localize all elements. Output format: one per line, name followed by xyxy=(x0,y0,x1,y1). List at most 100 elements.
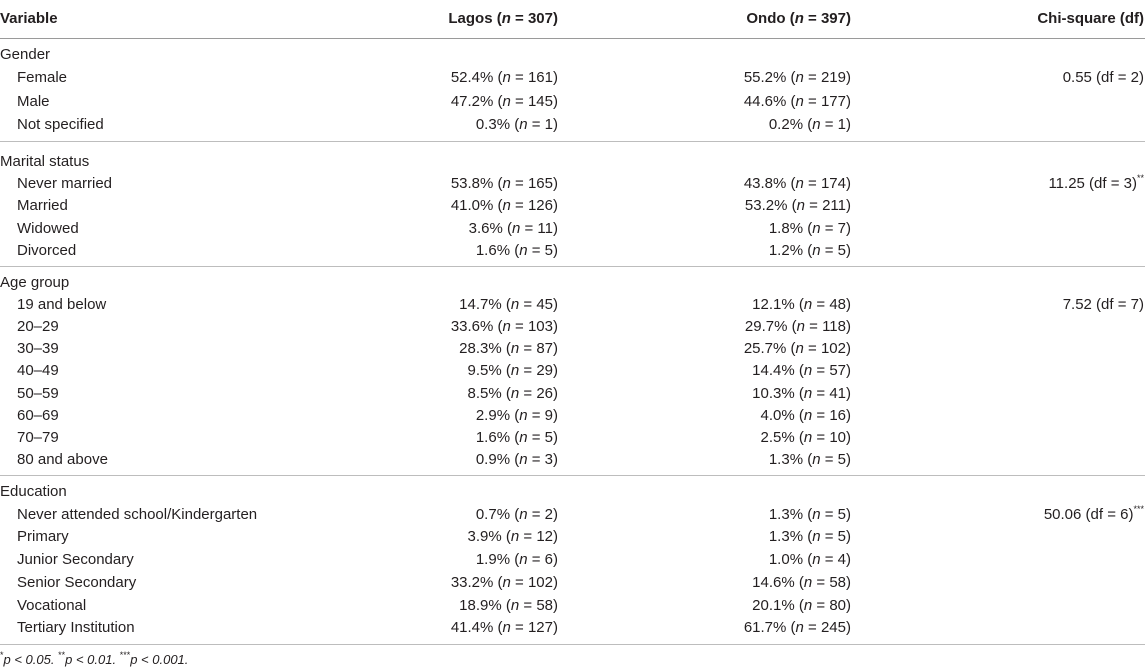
row-label: Never married xyxy=(17,175,113,193)
row-label: 19 and below xyxy=(17,296,107,314)
lagos-value: 3.9% (n = 12) xyxy=(467,528,559,546)
lagos-value: 0.3% (n = 1) xyxy=(475,115,558,133)
row-label: Divorced xyxy=(17,241,77,259)
section-title: Education xyxy=(0,483,67,500)
ondo-value: 1.3% (n = 5) xyxy=(768,505,851,523)
section-1: Marital status Never married 53.8% (n = 16… xyxy=(0,147,1145,267)
section-title: Marital status xyxy=(0,153,90,170)
section-title: Age group xyxy=(0,274,70,291)
table-row: Senior Secondary 33.2% (n = 102) 14.6% (n … xyxy=(0,572,1145,595)
ondo-value: 20.1% (n = 80) xyxy=(752,596,851,614)
table-row: 80 and above 0.9% (n = 3) 1.3% (n = 5) xyxy=(0,449,1145,471)
chi-square-value: 0.55 (df = 2) xyxy=(1062,69,1144,87)
lagos-value: 18.9% (n = 58) xyxy=(459,596,558,614)
ondo-value: 1.3% (n = 5) xyxy=(768,450,851,468)
ondo-value: 1.3% (n = 5) xyxy=(768,528,851,546)
ondo-value: 4.0% (n = 16) xyxy=(760,406,852,424)
table-row: Never attended school/Kindergarten 0.7% (… xyxy=(0,504,1145,527)
lagos-value: 33.6% (n = 103) xyxy=(450,318,558,336)
chi-square-value: 7.52 (df = 7) xyxy=(1062,296,1144,314)
row-label: 20–29 xyxy=(17,318,59,336)
table-row: Primary 3.9% (n = 12) 1.3% (n = 5) xyxy=(0,526,1145,549)
table-row: 70–79 1.6% (n = 5) 2.5% (n = 10) xyxy=(0,427,1145,449)
lagos-value: 33.2% (n = 102) xyxy=(450,573,558,591)
lagos-value: 47.2% (n = 145) xyxy=(450,92,558,110)
ondo-value: 0.2% (n = 1) xyxy=(768,115,851,133)
section-title-row: Age group xyxy=(0,272,1145,294)
ondo-value: 1.2% (n = 5) xyxy=(768,241,851,259)
ondo-value: 55.2% (n = 219) xyxy=(743,69,851,87)
row-label: Vocational xyxy=(17,596,87,614)
section-0: Gender Female 52.4% (n = 161) 55.2% (n = 21… xyxy=(0,40,1145,142)
ondo-value: 10.3% (n = 41) xyxy=(752,384,851,402)
ondo-value: 14.6% (n = 58) xyxy=(752,573,851,591)
lagos-value: 9.5% (n = 29) xyxy=(467,362,559,380)
lagos-value: 1.9% (n = 6) xyxy=(475,551,558,569)
header-chi-square: Chi-square (df) xyxy=(1037,10,1144,27)
chi-square-value: 50.06 (df = 6)*** xyxy=(1043,503,1144,523)
table-row: 19 and below 14.7% (n = 45) 12.1% (n = 48)… xyxy=(0,294,1145,316)
table-row: Tertiary Institution 41.4% (n = 127) 61.7%… xyxy=(0,617,1145,640)
table-row: Never married 53.8% (n = 165) 43.8% (n = 1… xyxy=(0,173,1145,195)
lagos-value: 41.4% (n = 127) xyxy=(450,619,558,637)
row-label: 50–59 xyxy=(17,384,59,402)
table-row: 50–59 8.5% (n = 26) 10.3% (n = 41) xyxy=(0,383,1145,405)
table-row: Married 41.0% (n = 126) 53.2% (n = 211) xyxy=(0,195,1145,217)
ondo-value: 43.8% (n = 174) xyxy=(743,175,851,193)
ondo-value: 29.7% (n = 118) xyxy=(744,318,851,336)
table-row: Male 47.2% (n = 145) 44.6% (n = 177) xyxy=(0,91,1145,114)
row-label: Never attended school/Kindergarten xyxy=(17,505,258,523)
row-label: Female xyxy=(17,69,68,87)
section-title-row: Education xyxy=(0,481,1145,504)
row-label: Male xyxy=(17,92,50,110)
table-row: 40–49 9.5% (n = 29) 14.4% (n = 57) xyxy=(0,360,1145,382)
table-row: Not specified 0.3% (n = 1) 0.2% (n = 1) xyxy=(0,114,1145,137)
row-label: 40–49 xyxy=(17,362,59,380)
lagos-value: 0.9% (n = 3) xyxy=(475,450,558,468)
row-label: 30–39 xyxy=(17,340,59,358)
header-ondo: Ondo (n = 397) xyxy=(746,10,851,27)
table-row: Vocational 18.9% (n = 58) 20.1% (n = 80) xyxy=(0,595,1145,618)
ondo-value: 14.4% (n = 57) xyxy=(752,362,851,380)
row-label: Not specified xyxy=(17,115,104,133)
lagos-value: 2.9% (n = 9) xyxy=(475,406,558,424)
section-2: Age group 19 and below 14.7% (n = 45) 12.1%… xyxy=(0,268,1145,476)
section-3: Education Never attended school/Kindergar… xyxy=(0,477,1145,645)
lagos-value: 8.5% (n = 26) xyxy=(467,384,559,402)
row-label: Junior Secondary xyxy=(17,551,134,569)
ondo-value: 25.7% (n = 102) xyxy=(743,340,851,358)
header-variable: Variable xyxy=(0,10,58,27)
lagos-value: 1.6% (n = 5) xyxy=(475,241,558,259)
table-header: Variable Lagos (n = 307) Ondo (n = 397) … xyxy=(0,0,1145,39)
row-label: 80 and above xyxy=(17,450,108,468)
table-row: 30–39 28.3% (n = 87) 25.7% (n = 102) xyxy=(0,338,1145,360)
lagos-value: 3.6% (n = 11) xyxy=(468,219,558,237)
section-title-row: Gender xyxy=(0,44,1145,67)
section-title: Gender xyxy=(0,46,51,63)
ondo-value: 12.1% (n = 48) xyxy=(752,296,851,314)
table-row: 20–29 33.6% (n = 103) 29.7% (n = 118) xyxy=(0,316,1145,338)
ondo-value: 1.8% (n = 7) xyxy=(768,219,851,237)
table-row: Female 52.4% (n = 161) 55.2% (n = 219) 0.55… xyxy=(0,67,1145,90)
ondo-value: 44.6% (n = 177) xyxy=(743,92,851,110)
ondo-value: 1.0% (n = 4) xyxy=(768,551,851,569)
table-row: Junior Secondary 1.9% (n = 6) 1.0% (n = 4) xyxy=(0,549,1145,572)
row-label: 60–69 xyxy=(17,406,59,424)
lagos-value: 52.4% (n = 161) xyxy=(450,69,558,87)
ondo-value: 2.5% (n = 10) xyxy=(760,428,852,446)
table-row: Widowed 3.6% (n = 11) 1.8% (n = 7) xyxy=(0,218,1145,240)
lagos-value: 28.3% (n = 87) xyxy=(459,340,558,358)
ondo-value: 53.2% (n = 211) xyxy=(744,197,851,215)
row-label: Married xyxy=(17,197,68,215)
lagos-value: 0.7% (n = 2) xyxy=(475,505,558,523)
lagos-value: 41.0% (n = 126) xyxy=(450,197,558,215)
chi-square-value: 11.25 (df = 3)** xyxy=(1048,173,1144,193)
row-label: Widowed xyxy=(17,219,79,237)
lagos-value: 53.8% (n = 165) xyxy=(450,175,558,193)
ondo-value: 61.7% (n = 245) xyxy=(743,619,851,637)
header-lagos: Lagos (n = 307) xyxy=(448,10,558,27)
table-row: Divorced 1.6% (n = 5) 1.2% (n = 5) xyxy=(0,240,1145,262)
lagos-value: 14.7% (n = 45) xyxy=(459,296,558,314)
footnote: *p < 0.05. **p < 0.01. ***p < 0.001. xyxy=(0,649,189,667)
